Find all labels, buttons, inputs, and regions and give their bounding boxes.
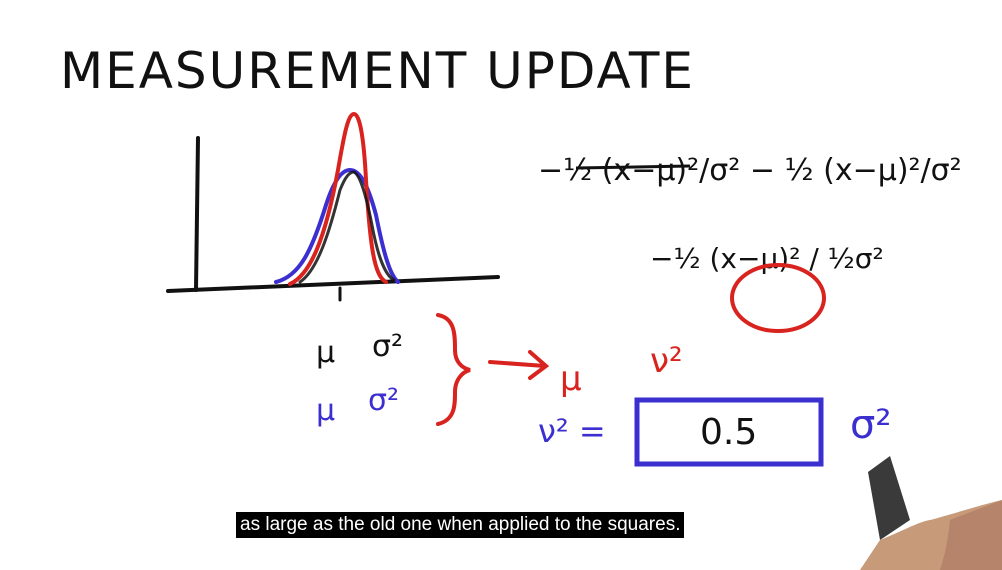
result-mu: μ [560,359,582,399]
red-arrow [488,350,550,380]
board-title: MEASUREMENT UPDATE [60,42,695,100]
answer-box [634,397,824,467]
blue-var-label: σ² [368,383,399,418]
blue-gaussian-curve [274,167,400,284]
black-mu-label: μ [316,335,335,370]
red-circle-half-sigma [730,263,826,333]
equation-combined: −½ (x−μ)² / ½σ² [650,242,884,275]
result-var: ν² [650,341,683,381]
answer-box-value: 0.5 [700,412,757,453]
red-brace [436,313,471,426]
plot-axes [166,136,500,302]
red-gaussian-curve [288,111,388,286]
blue-mu-label: μ [316,393,335,428]
video-caption: as large as the old one when applied to … [236,512,685,538]
black-gaussian-curve [298,170,396,284]
equation-exponents: −½ (x−μ)²/σ² − ½ (x−μ)²/σ² [538,153,962,188]
variance-lhs: ν² = [538,412,606,450]
variance-rhs: σ² [850,402,891,448]
presenter-hand [860,456,1002,570]
black-var-label: σ² [372,329,403,364]
